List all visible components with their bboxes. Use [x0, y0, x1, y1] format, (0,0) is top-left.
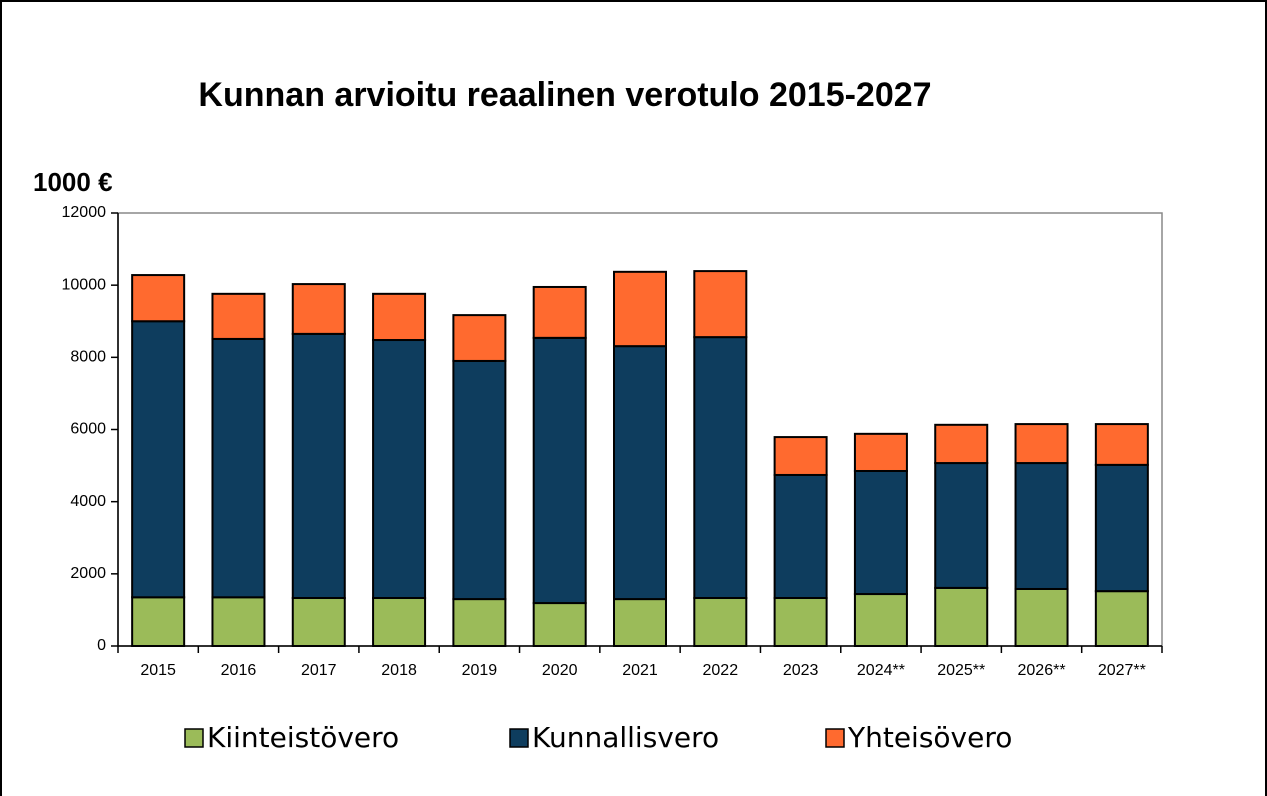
legend-swatch	[509, 728, 529, 748]
legend-label: Yhteisövero	[847, 721, 1012, 754]
bar-segment	[1014, 423, 1069, 465]
y-tick-label: 2000	[70, 565, 106, 582]
bar-segment	[613, 345, 667, 601]
bar-segment	[131, 596, 186, 647]
bar-segment	[532, 285, 587, 339]
bar-segment	[131, 274, 186, 323]
bar-segment	[613, 270, 667, 348]
bar-segment	[452, 314, 507, 362]
bar-segment	[773, 597, 828, 647]
y-axis-label: 1000 €	[33, 167, 113, 197]
x-tick-label: 2021	[622, 662, 658, 679]
bar-segment	[693, 336, 748, 600]
legend-label: Kiinteistövero	[207, 721, 399, 754]
x-tick-label: 2019	[462, 662, 498, 679]
y-tick-label: 0	[97, 637, 106, 654]
bar-segment	[291, 597, 346, 647]
y-tick-label: 12000	[62, 204, 107, 221]
bar-segment	[934, 462, 989, 589]
bar-segment	[291, 283, 346, 335]
bar-segment	[693, 597, 748, 647]
chart-title: Kunnan arvioitu reaalinen verotulo 2015-…	[198, 76, 931, 114]
bar-segment	[1094, 463, 1149, 593]
bar-segment	[211, 337, 266, 599]
bar-segment	[773, 436, 828, 476]
bar-segment	[211, 596, 266, 647]
bar-segment	[613, 598, 667, 648]
bar-segment	[853, 469, 908, 596]
bar-segment	[452, 359, 507, 601]
x-tick-label: 2017	[301, 662, 337, 679]
x-tick-label: 2020	[542, 662, 578, 679]
bar-segment	[853, 593, 908, 647]
bar-segment	[291, 332, 346, 600]
bar-segment	[1014, 462, 1069, 590]
bar-segment	[372, 292, 427, 342]
bar-segment	[934, 586, 989, 647]
legend-swatch	[184, 728, 204, 748]
x-tick-label: 2026**	[1018, 662, 1066, 679]
y-tick-label: 4000	[70, 493, 106, 510]
y-tick-label: 8000	[70, 349, 106, 366]
bar-segment	[131, 320, 186, 599]
legend-label: Kunnallisvero	[532, 721, 719, 754]
bar-segment	[532, 602, 587, 648]
bar-segment	[934, 423, 989, 465]
bar-segment	[773, 473, 828, 600]
bar-segment	[853, 432, 908, 472]
x-tick-label: 2016	[221, 662, 257, 679]
legend-swatch	[825, 728, 845, 748]
x-tick-label: 2027**	[1098, 662, 1146, 679]
x-tick-label: 2015	[140, 662, 176, 679]
bar-segment	[1094, 423, 1149, 466]
x-tick-label: 2023	[783, 662, 819, 679]
bar-segment	[452, 598, 507, 648]
y-tick-label: 10000	[62, 276, 107, 293]
bar-segment	[693, 270, 748, 339]
x-tick-label: 2022	[703, 662, 739, 679]
bar-segment	[532, 336, 587, 605]
x-tick-label: 2018	[381, 662, 417, 679]
y-tick-label: 6000	[70, 421, 106, 438]
bar-segment	[372, 597, 427, 647]
x-tick-label: 2024**	[857, 662, 905, 679]
bar-segment	[211, 292, 266, 340]
x-tick-label: 2025**	[937, 662, 985, 679]
bar-segment	[1014, 587, 1069, 648]
bar-segment	[372, 339, 427, 600]
bar-segment	[1094, 590, 1149, 647]
